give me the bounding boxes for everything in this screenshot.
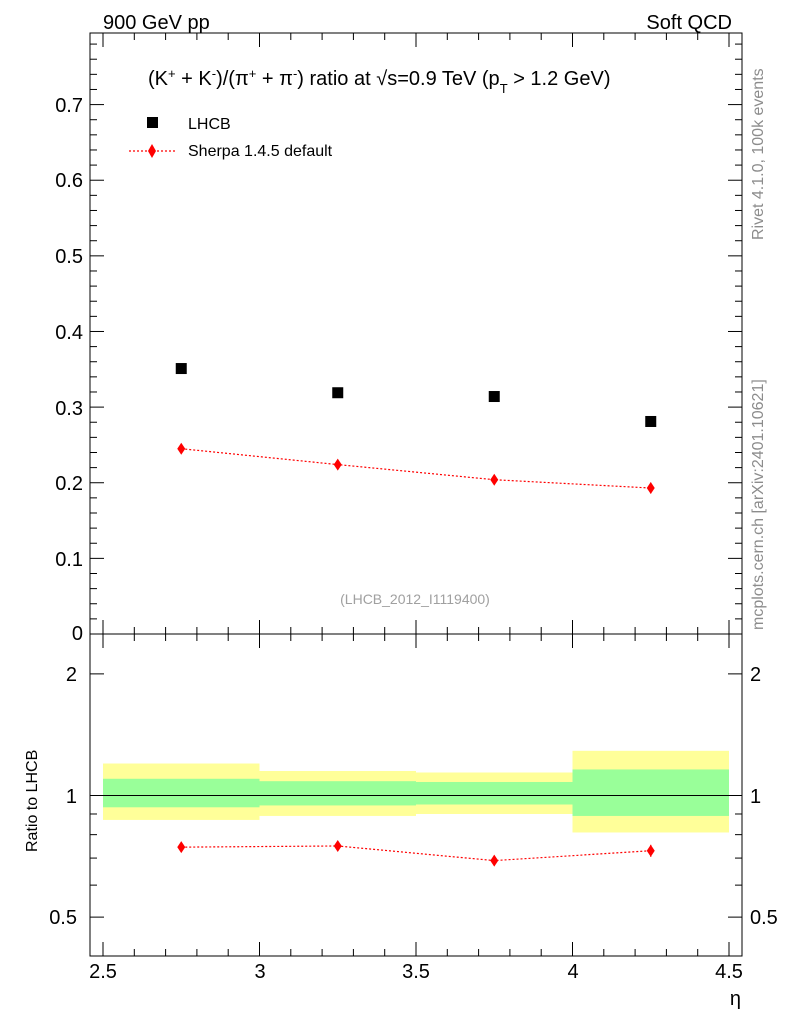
x-tick-label-4.5: 4.5 — [715, 961, 743, 983]
main-mc-series — [177, 442, 655, 495]
legend-data-label: LHCB — [188, 116, 231, 133]
axis-ticks — [90, 33, 742, 956]
x-tick-label-3.5: 3.5 — [402, 961, 430, 983]
data-point — [488, 391, 500, 403]
y-tick-label-0.6: 0.6 — [55, 170, 83, 192]
legend-data-marker — [147, 117, 158, 128]
data-point — [645, 415, 657, 427]
ratio-band-inner-bin — [103, 778, 260, 808]
x-tick-label-2.5: 2.5 — [89, 961, 117, 983]
y-tick-label-0.4: 0.4 — [55, 322, 83, 344]
data-point — [332, 387, 344, 399]
legend-mc-label: Sherpa 1.4.5 default — [188, 143, 333, 160]
legend: LHCB Sherpa 1.4.5 default — [129, 116, 333, 160]
legend-mc-marker — [148, 144, 156, 158]
mc-point — [333, 458, 342, 471]
header-left: 900 GeV pp — [103, 12, 210, 34]
ratio-band-inner — [103, 769, 729, 816]
x-axis-label: η — [730, 988, 741, 1010]
mcplots-label: mcplots.cern.ch [arXiv:2401.10621] — [750, 379, 767, 630]
y-tick-label-0.2: 0.2 — [55, 473, 83, 495]
x-tick-label-3: 3 — [254, 961, 265, 983]
ratio-y-tick-right-1: 1 — [750, 786, 761, 808]
ratio-y-tick-left-1: 1 — [66, 786, 77, 808]
mc-point — [490, 473, 499, 486]
ratio-mc-point — [177, 841, 186, 854]
ratio-y-tick-left-2: 2 — [66, 664, 77, 686]
ratio-band-inner-bin — [259, 781, 416, 806]
ratio-y-axis-label: Ratio to LHCB — [24, 750, 41, 852]
mc-line — [181, 448, 651, 489]
ratio-y-tick-right-0.5: 0.5 — [750, 907, 778, 929]
analysis-id: (LHCB_2012_I1119400) — [340, 591, 490, 607]
mc-point — [646, 482, 655, 495]
ratio-mc-line — [181, 845, 651, 862]
ratio-band-inner-bin — [572, 769, 729, 816]
ratio-y-tick-left-0.5: 0.5 — [49, 907, 77, 929]
rivet-label: Rivet 4.1.0, 100k events — [750, 68, 767, 240]
y-tick-label-0.5: 0.5 — [55, 246, 83, 268]
mc-point — [177, 442, 186, 455]
y-tick-label-0.7: 0.7 — [55, 95, 83, 117]
y-tick-label-0.1: 0.1 — [55, 549, 83, 571]
ratio-mc-series — [177, 839, 655, 867]
ratio-band-inner-bin — [416, 781, 573, 805]
x-tick-label-4: 4 — [567, 961, 578, 983]
main-data-series — [175, 363, 657, 427]
ratio-y-tick-right-2: 2 — [750, 664, 761, 686]
x-tick-labels: 2.5 3 3.5 4 4.5 — [89, 961, 743, 983]
data-point — [175, 363, 187, 375]
ratio-mc-point — [646, 844, 655, 857]
y-tick-label-0: 0 — [72, 623, 83, 645]
header-right: Soft QCD — [646, 12, 732, 34]
ratio-mc-point — [490, 854, 499, 867]
main-y-tick-labels: 0 0.1 0.2 0.3 0.4 0.5 0.6 0.7 — [55, 95, 83, 645]
y-tick-label-0.3: 0.3 — [55, 398, 83, 420]
chart-title: (K+ + K-)/(π+ + π-) ratio at √s=0.9 TeV … — [148, 66, 610, 96]
ratio-mc-point — [333, 839, 342, 852]
ratio-y-tick-labels: 0.5 1 2 0.5 1 2 — [49, 664, 778, 929]
